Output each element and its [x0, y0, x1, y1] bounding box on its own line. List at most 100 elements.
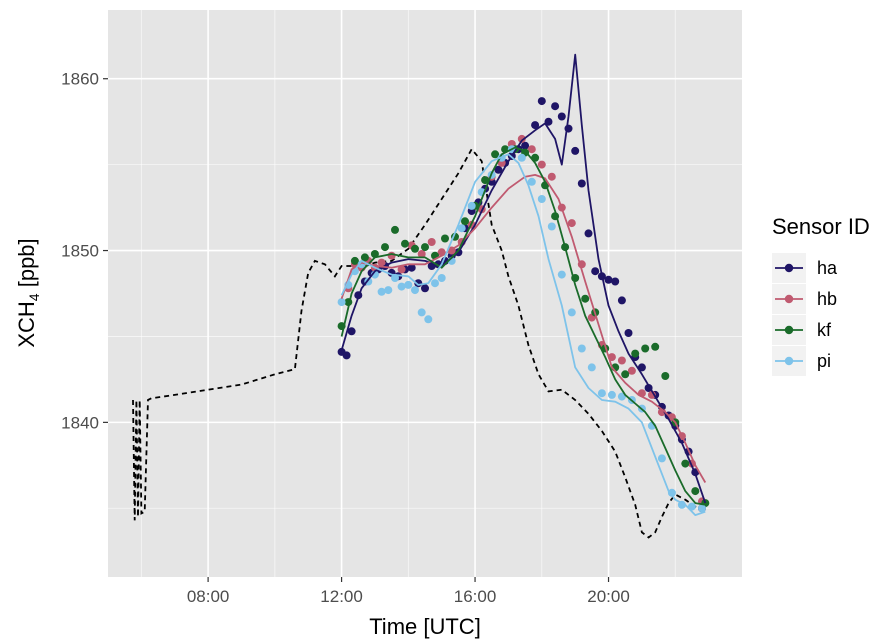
point-kf — [621, 370, 630, 379]
legend-key-point — [784, 263, 794, 273]
point-hb — [417, 250, 426, 258]
point-ha — [557, 112, 566, 121]
point-hb — [527, 145, 536, 154]
y-axis-title-main: XCH — [14, 301, 39, 347]
point-hb — [377, 258, 386, 267]
point-pi — [597, 389, 606, 398]
point-pi — [377, 287, 386, 296]
point-ha — [617, 296, 626, 305]
legend-item-ha: ha — [772, 253, 838, 283]
y-tick-label: 1860 — [61, 70, 99, 89]
point-kf — [481, 176, 490, 185]
series-kf-points — [337, 145, 710, 508]
y-axis-ticks: 1840 1850 1860 — [61, 70, 108, 432]
point-kf — [581, 294, 590, 303]
legend-item-hb: hb — [772, 284, 837, 314]
point-ha — [347, 327, 356, 336]
legend-label: kf — [817, 320, 832, 340]
point-pi — [417, 308, 426, 317]
point-hb — [627, 366, 636, 375]
point-kf — [421, 243, 429, 252]
point-kf — [391, 225, 399, 234]
point-kf — [401, 239, 409, 248]
legend: Sensor ID ha hb kf pi — [772, 214, 870, 376]
point-kf — [651, 342, 660, 351]
x-axis-title: Time [UTC] — [369, 614, 481, 639]
point-kf — [681, 459, 690, 468]
x-tick-label: 12:00 — [320, 587, 363, 606]
series-pi-line — [340, 153, 706, 516]
point-ha — [421, 284, 429, 293]
point-ha — [407, 263, 416, 272]
point-kf — [661, 372, 670, 380]
legend-key-point — [784, 356, 794, 366]
point-hb — [517, 134, 526, 143]
point-ha — [637, 363, 646, 372]
point-ha — [531, 121, 540, 130]
point-pi — [667, 488, 676, 497]
y-axis-title-subscript: 4 — [26, 293, 42, 301]
legend-label: hb — [817, 289, 837, 309]
point-ha — [544, 117, 553, 126]
series-kf-line — [340, 146, 706, 506]
point-pi — [657, 454, 666, 463]
point-ha — [342, 351, 351, 360]
point-kf — [381, 243, 389, 252]
point-ha — [604, 275, 613, 284]
point-ha — [571, 146, 580, 155]
x-tick-label: 20:00 — [587, 587, 630, 606]
point-pi — [457, 224, 466, 233]
point-kf — [631, 349, 640, 358]
legend-key-point — [784, 294, 794, 304]
point-hb — [387, 251, 396, 260]
point-pi — [437, 274, 446, 282]
point-hb — [617, 356, 626, 365]
point-pi — [397, 282, 406, 291]
legend-key-point — [784, 325, 794, 335]
point-pi — [698, 504, 706, 513]
legend-label: ha — [817, 258, 838, 278]
point-kf — [370, 250, 379, 258]
point-ha — [494, 165, 503, 174]
point-kf — [691, 487, 700, 496]
point-pi — [384, 286, 393, 295]
point-hb — [537, 160, 546, 169]
point-pi — [577, 344, 586, 353]
legend-items: ha hb kf pi — [772, 253, 838, 376]
point-ha — [624, 329, 633, 337]
point-ha — [611, 277, 620, 286]
series-pi-points — [337, 145, 706, 513]
point-hb — [427, 238, 436, 246]
point-pi — [527, 177, 536, 186]
point-pi — [617, 392, 626, 401]
x-tick-label: 16:00 — [454, 587, 497, 606]
point-hb — [567, 219, 576, 228]
point-pi — [337, 298, 346, 307]
x-tick-label: 08:00 — [187, 587, 230, 606]
plot-panel — [108, 10, 742, 577]
point-ha — [551, 102, 560, 111]
background-dashed-line — [132, 147, 706, 539]
point-ha — [521, 141, 530, 150]
point-kf — [491, 150, 500, 159]
point-hb — [397, 265, 406, 274]
x-axis-ticks: 08:00 12:00 16:00 20:00 — [187, 577, 630, 606]
series-hb-points — [344, 134, 706, 506]
legend-label: pi — [817, 351, 831, 371]
point-kf — [461, 217, 469, 226]
point-kf — [441, 234, 449, 243]
point-pi — [404, 280, 413, 289]
legend-item-pi: pi — [772, 346, 831, 376]
y-tick-label: 1840 — [61, 413, 99, 432]
point-pi — [587, 363, 596, 372]
series-hb-line — [340, 174, 707, 483]
point-kf — [411, 244, 419, 253]
point-pi — [467, 201, 476, 210]
point-pi — [557, 270, 566, 279]
y-tick-label: 1850 — [61, 242, 99, 261]
point-pi — [411, 286, 419, 295]
point-kf — [641, 344, 650, 353]
point-pi — [431, 279, 439, 288]
series-ha-line — [340, 53, 707, 504]
